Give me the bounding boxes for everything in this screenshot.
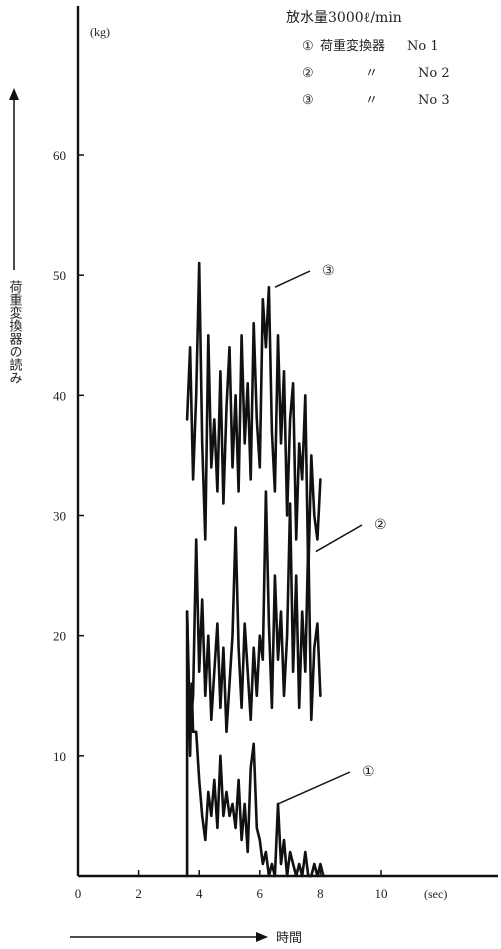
y-tick-label: 40 <box>53 388 66 403</box>
legend-name-1: 荷重変換器 <box>320 38 385 54</box>
x-tick-label: 8 <box>317 886 324 901</box>
callout-group: ① ② ③ <box>274 263 387 805</box>
y-tick-label: 60 <box>53 148 66 163</box>
callout-label-1: ① <box>362 764 375 780</box>
y-ticks: 10 20 30 40 50 60 <box>53 148 84 764</box>
legend-no-3: No 3 <box>418 93 450 108</box>
y-tick-label: 50 <box>53 268 66 283</box>
callout-leader-2 <box>315 524 363 553</box>
series-group <box>185 261 325 878</box>
x-ticks: 0 2 4 6 8 10 <box>75 870 388 901</box>
y-axis-label: 荷重変換器の読み <box>7 280 23 384</box>
legend-marker-3: ③ <box>302 93 314 108</box>
y-axis-caption: 荷重変換器の読み <box>7 88 23 384</box>
y-unit-label: (kg) <box>90 25 110 39</box>
x-axis-label: 時間 <box>276 931 302 946</box>
legend-name-2: 〃 <box>365 66 378 81</box>
y-tick-label: 10 <box>53 749 66 764</box>
chart-title: 放水量3000ℓ/min <box>286 10 402 26</box>
series-line-2 <box>185 490 322 734</box>
legend-marker-1: ① <box>302 39 314 54</box>
legend-name-3: 〃 <box>365 93 378 108</box>
x-caption-arrowhead <box>256 932 268 942</box>
y-tick-label: 30 <box>53 509 66 524</box>
legend: ① 荷重変換器 No 1 ② 〃 No 2 ③ 〃 No 3 <box>302 38 450 108</box>
x-tick-label: 4 <box>196 886 203 901</box>
series-line-1 <box>185 610 325 878</box>
series-line-3 <box>185 261 322 577</box>
legend-marker-2: ② <box>302 66 314 81</box>
callout-label-2: ② <box>374 517 387 533</box>
callout-label-3: ③ <box>322 263 335 279</box>
x-tick-label: 6 <box>257 886 264 901</box>
x-tick-label: 10 <box>375 886 388 901</box>
legend-no-2: No 2 <box>418 66 450 81</box>
x-tick-label: 2 <box>135 886 142 901</box>
callout-leader-1 <box>277 771 351 805</box>
x-unit-label: (sec) <box>424 887 447 901</box>
x-tick-label: 0 <box>75 886 82 901</box>
y-tick-label: 20 <box>53 629 66 644</box>
y-caption-arrowhead <box>9 88 19 100</box>
callout-leader-3 <box>274 270 311 288</box>
x-axis-caption: 時間 <box>70 931 302 946</box>
legend-no-1: No 1 <box>407 39 439 54</box>
